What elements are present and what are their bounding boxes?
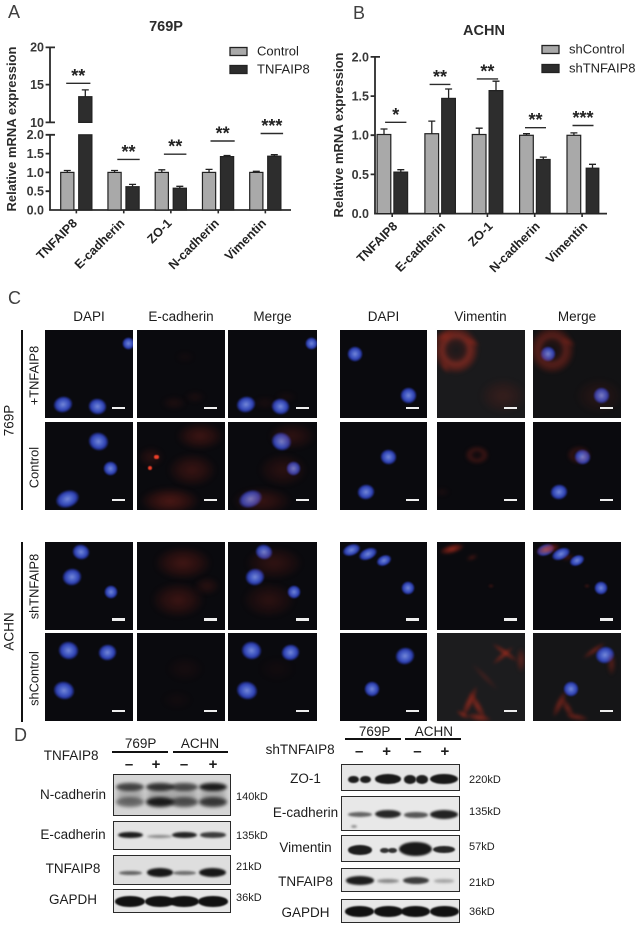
svg-text:TNFAIP8: TNFAIP8 <box>354 219 400 265</box>
svg-text:ACHN: ACHN <box>463 23 505 39</box>
svg-text:ZO-1: ZO-1 <box>144 216 174 246</box>
svg-text:**: ** <box>480 61 494 81</box>
svg-text:***: *** <box>572 108 593 128</box>
svg-text:0.5: 0.5 <box>27 185 44 199</box>
svg-text:0.0: 0.0 <box>352 207 369 221</box>
svg-text:10: 10 <box>30 116 44 130</box>
svg-text:769P: 769P <box>149 19 183 35</box>
svg-text:2.0: 2.0 <box>27 128 44 142</box>
svg-text:*: * <box>392 105 399 125</box>
svg-text:**: ** <box>71 66 85 86</box>
svg-text:0.5: 0.5 <box>352 168 369 182</box>
svg-text:E-cadherin: E-cadherin <box>72 216 128 272</box>
svg-text:Vimentin: Vimentin <box>222 216 269 263</box>
svg-text:Relative mRNA expression: Relative mRNA expression <box>4 46 19 211</box>
svg-text:20: 20 <box>30 40 44 54</box>
svg-text:shControl: shControl <box>569 41 625 56</box>
svg-text:N-cadherin: N-cadherin <box>487 219 543 275</box>
svg-text:2.0: 2.0 <box>352 50 369 64</box>
svg-text:**: ** <box>528 110 542 130</box>
svg-text:ZO-1: ZO-1 <box>465 219 495 249</box>
svg-text:E-cadherin: E-cadherin <box>393 219 449 275</box>
svg-text:**: ** <box>121 142 135 162</box>
svg-text:B: B <box>353 3 365 23</box>
svg-text:**: ** <box>168 137 182 157</box>
svg-text:Control: Control <box>257 44 299 59</box>
svg-text:shTNFAIP8: shTNFAIP8 <box>569 61 635 76</box>
svg-text:**: ** <box>216 124 230 144</box>
svg-text:***: *** <box>261 116 282 136</box>
svg-text:A: A <box>8 2 20 22</box>
svg-text:1.0: 1.0 <box>352 129 369 143</box>
svg-text:15: 15 <box>30 78 44 92</box>
svg-text:Relative mRNA expression: Relative mRNA expression <box>331 52 346 217</box>
svg-text:0.0: 0.0 <box>27 203 44 217</box>
svg-text:1.5: 1.5 <box>27 147 44 161</box>
svg-text:1.0: 1.0 <box>27 166 44 180</box>
svg-text:1.5: 1.5 <box>352 90 369 104</box>
svg-text:Vimentin: Vimentin <box>543 219 590 266</box>
svg-text:TNFAIP8: TNFAIP8 <box>34 216 80 262</box>
svg-text:TNFAIP8: TNFAIP8 <box>257 62 310 77</box>
svg-text:**: ** <box>433 67 447 87</box>
svg-text:N-cadherin: N-cadherin <box>166 216 222 272</box>
